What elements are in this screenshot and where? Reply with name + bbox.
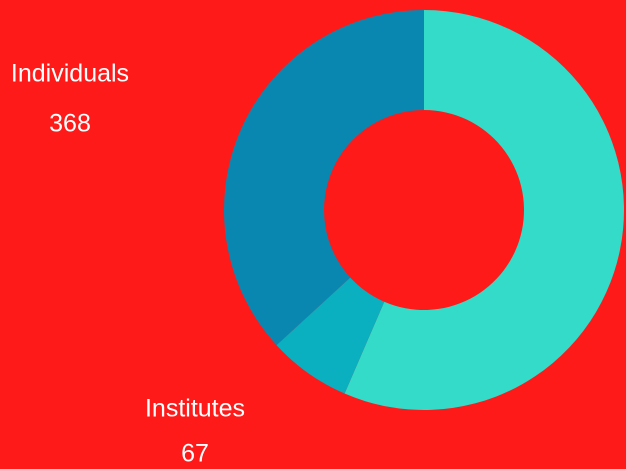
segment-label: Individuals — [11, 60, 129, 88]
segment-value: 368 — [49, 110, 91, 138]
donut-segment — [276, 277, 385, 394]
segment-value: 67 — [181, 440, 209, 468]
donut-segment — [223, 10, 424, 346]
segment-label: Institutes — [145, 395, 245, 423]
donut-segment — [344, 10, 624, 410]
